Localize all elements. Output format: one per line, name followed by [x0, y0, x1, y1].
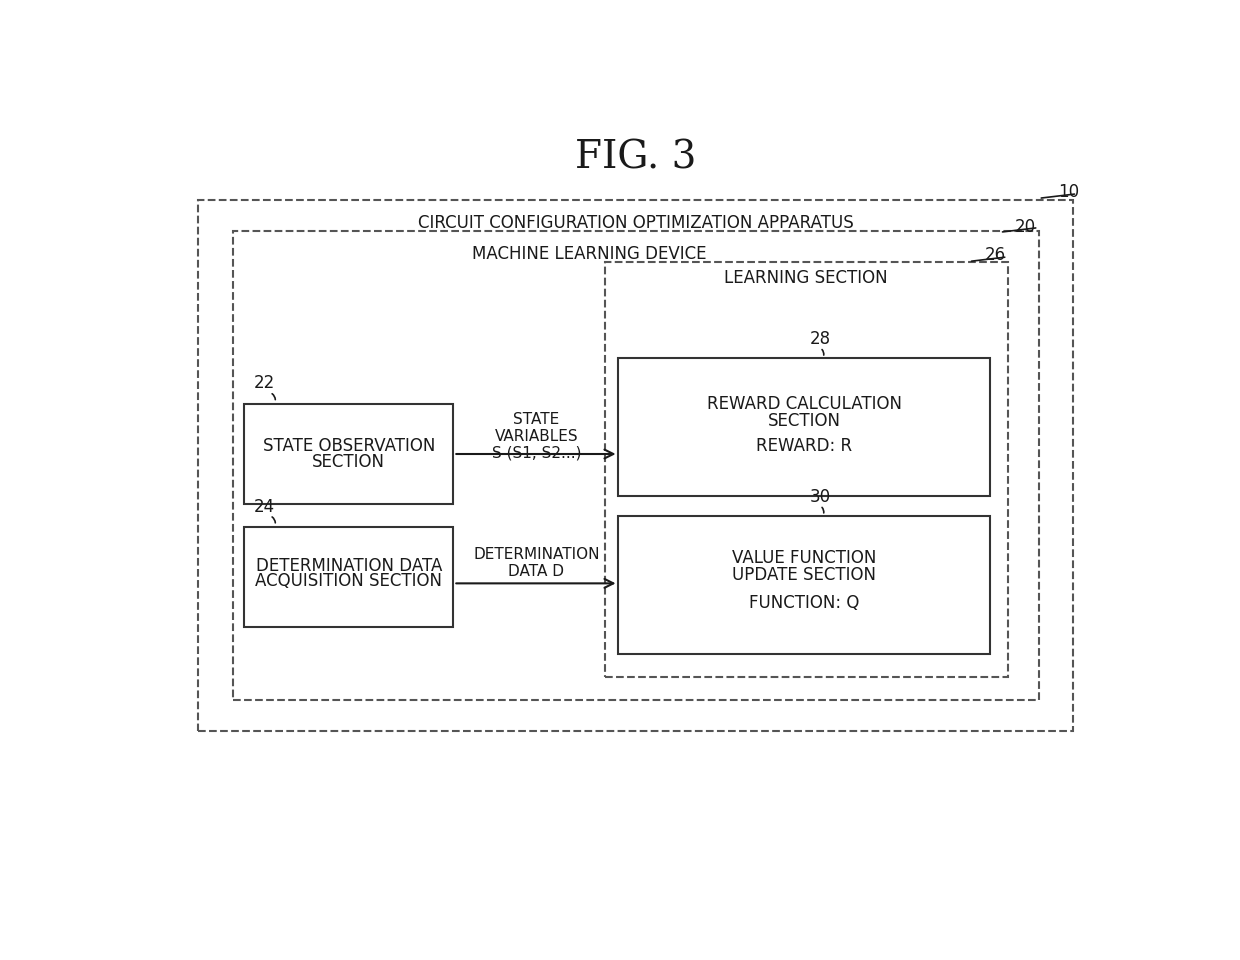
- Text: 22: 22: [254, 374, 275, 393]
- Text: ACQUISITION SECTION: ACQUISITION SECTION: [255, 572, 443, 590]
- Text: S (S1, S2...): S (S1, S2...): [491, 445, 582, 461]
- Text: VARIABLES: VARIABLES: [495, 429, 578, 444]
- Bar: [619, 358, 991, 496]
- Text: 26: 26: [985, 247, 1006, 264]
- Text: STATE OBSERVATION: STATE OBSERVATION: [263, 438, 435, 455]
- Text: DATA D: DATA D: [508, 564, 564, 579]
- Bar: [197, 200, 1074, 732]
- Text: MACHINE LEARNING DEVICE: MACHINE LEARNING DEVICE: [471, 245, 707, 263]
- Text: STATE: STATE: [513, 412, 559, 427]
- Bar: [233, 230, 1039, 701]
- Text: DETERMINATION DATA: DETERMINATION DATA: [255, 557, 441, 575]
- Text: DETERMINATION: DETERMINATION: [472, 546, 600, 562]
- Text: UPDATE SECTION: UPDATE SECTION: [733, 565, 877, 584]
- Bar: [244, 527, 454, 627]
- Text: CIRCUIT CONFIGURATION OPTIMIZATION APPARATUS: CIRCUIT CONFIGURATION OPTIMIZATION APPAR…: [418, 214, 853, 232]
- Text: REWARD: R: REWARD: R: [756, 438, 853, 455]
- Text: SECTION: SECTION: [312, 453, 386, 470]
- Text: VALUE FUNCTION: VALUE FUNCTION: [733, 549, 877, 567]
- Text: 20: 20: [1016, 218, 1037, 236]
- Text: FIG. 3: FIG. 3: [575, 139, 696, 176]
- Text: 28: 28: [810, 329, 831, 348]
- Bar: [244, 404, 454, 504]
- Text: SECTION: SECTION: [768, 412, 841, 430]
- Bar: [619, 516, 991, 654]
- Text: FUNCTION: Q: FUNCTION: Q: [749, 593, 859, 612]
- Text: 10: 10: [1058, 183, 1079, 202]
- Text: LEARNING SECTION: LEARNING SECTION: [724, 270, 888, 287]
- Text: REWARD CALCULATION: REWARD CALCULATION: [707, 395, 901, 413]
- Text: 24: 24: [254, 497, 275, 516]
- Text: 30: 30: [810, 488, 831, 506]
- Bar: [605, 261, 1007, 678]
